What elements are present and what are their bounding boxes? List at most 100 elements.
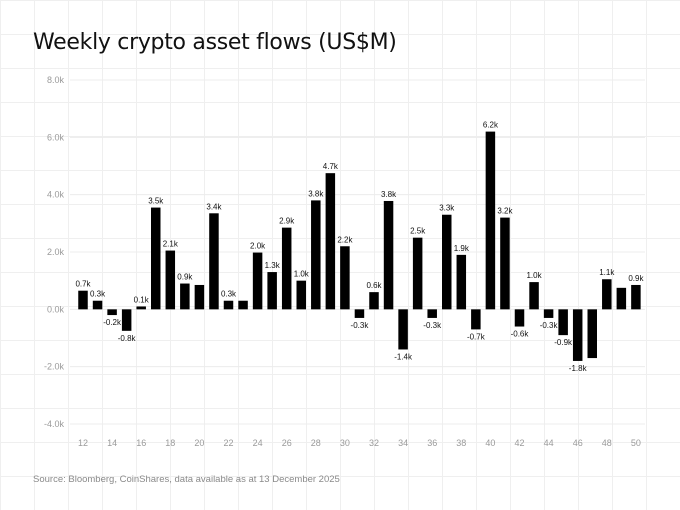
x-tick-label: 48 — [602, 438, 612, 448]
data-label: 0.3k — [90, 290, 106, 299]
x-tick-label: 34 — [398, 438, 408, 448]
data-label: -0.6k — [511, 330, 530, 339]
bar — [121, 309, 132, 331]
bar — [398, 309, 408, 350]
bar — [354, 309, 365, 318]
x-tick-label: 44 — [544, 438, 554, 448]
data-label: 3.3k — [439, 204, 455, 213]
bar — [136, 306, 146, 310]
bar — [107, 309, 117, 316]
bar — [558, 309, 568, 336]
bar — [325, 173, 336, 310]
bar — [514, 309, 525, 327]
bar — [383, 200, 394, 310]
bar — [78, 290, 88, 310]
data-label: 6.2k — [483, 121, 499, 130]
x-tick-label: 42 — [514, 438, 524, 448]
bar — [252, 252, 263, 310]
bar — [311, 200, 321, 310]
chart-title: Weekly crypto asset flows (US$M) — [33, 30, 397, 55]
x-tick-label: 28 — [311, 438, 321, 448]
x-tick-label: 26 — [282, 438, 292, 448]
data-label: 1.3k — [265, 261, 281, 270]
data-label: -1.4k — [394, 352, 413, 361]
data-label: -0.9k — [554, 338, 573, 347]
bar — [340, 246, 350, 310]
bar — [442, 214, 452, 310]
bar — [471, 309, 481, 330]
bar — [572, 309, 583, 361]
bar — [500, 217, 510, 310]
x-tick-label: 24 — [253, 438, 263, 448]
x-tick-label: 46 — [573, 438, 583, 448]
data-label: 0.1k — [134, 295, 150, 304]
y-tick-label: 8.0k — [47, 75, 65, 85]
x-tick-label: 22 — [223, 438, 233, 448]
data-label: 3.2k — [497, 207, 513, 216]
data-label: -1.8k — [569, 364, 588, 373]
bar — [267, 272, 277, 310]
x-tick-label: 32 — [369, 438, 379, 448]
bar — [194, 284, 205, 310]
x-tick-label: 40 — [485, 438, 495, 448]
data-label: 3.4k — [206, 202, 222, 211]
data-label: 2.9k — [279, 217, 295, 226]
y-tick-label: -2.0k — [44, 362, 65, 372]
data-label: -0.8k — [118, 334, 137, 343]
x-tick-label: 36 — [427, 438, 437, 448]
data-label: 2.1k — [163, 240, 179, 249]
bar — [223, 300, 234, 310]
data-label: 2.0k — [250, 242, 266, 251]
data-label: 2.2k — [337, 235, 353, 244]
data-label: 0.6k — [366, 281, 382, 290]
x-tick-label: 12 — [78, 438, 88, 448]
bar — [427, 309, 437, 318]
y-tick-label: 2.0k — [47, 247, 65, 257]
bar — [151, 207, 161, 310]
data-label: 1.0k — [294, 270, 310, 279]
data-label: -0.2k — [103, 318, 122, 327]
y-tick-label: 4.0k — [47, 190, 65, 200]
bar — [616, 287, 627, 310]
data-label: 2.5k — [410, 227, 426, 236]
data-label: 3.5k — [148, 197, 164, 206]
data-label: -0.7k — [467, 332, 486, 341]
x-tick-label: 14 — [107, 438, 117, 448]
x-tick-label: 18 — [165, 438, 175, 448]
bar — [602, 279, 612, 310]
bar — [209, 213, 219, 310]
bar — [369, 292, 379, 310]
bar — [281, 227, 292, 310]
source-note: Source: Bloomberg, CoinShares, data avai… — [33, 474, 340, 485]
bar — [412, 237, 423, 310]
data-label: -0.3k — [351, 321, 370, 330]
data-label: 0.3k — [221, 290, 237, 299]
data-label: 1.0k — [526, 271, 542, 280]
x-tick-label: 50 — [631, 438, 641, 448]
bar — [165, 250, 176, 310]
bar — [485, 131, 496, 310]
y-tick-label: 0.0k — [47, 304, 65, 314]
data-label: 4.7k — [323, 162, 339, 171]
data-label: -0.3k — [540, 321, 559, 330]
bar — [456, 254, 467, 310]
bar — [543, 309, 554, 318]
data-label: -0.3k — [423, 321, 442, 330]
data-label: 3.8k — [308, 189, 324, 198]
data-label: 1.1k — [599, 268, 615, 277]
y-tick-label: 6.0k — [47, 132, 65, 142]
data-label: 3.8k — [381, 190, 397, 199]
y-tick-label: -4.0k — [44, 419, 65, 429]
data-label: 1.9k — [454, 244, 470, 253]
bar — [180, 283, 190, 310]
x-tick-label: 30 — [340, 438, 350, 448]
bar — [587, 309, 597, 359]
bar — [92, 300, 103, 310]
bar — [238, 300, 248, 310]
bar — [296, 280, 306, 310]
data-label: 0.7k — [75, 280, 91, 289]
data-label: 0.9k — [177, 273, 193, 282]
x-tick-label: 38 — [456, 438, 466, 448]
